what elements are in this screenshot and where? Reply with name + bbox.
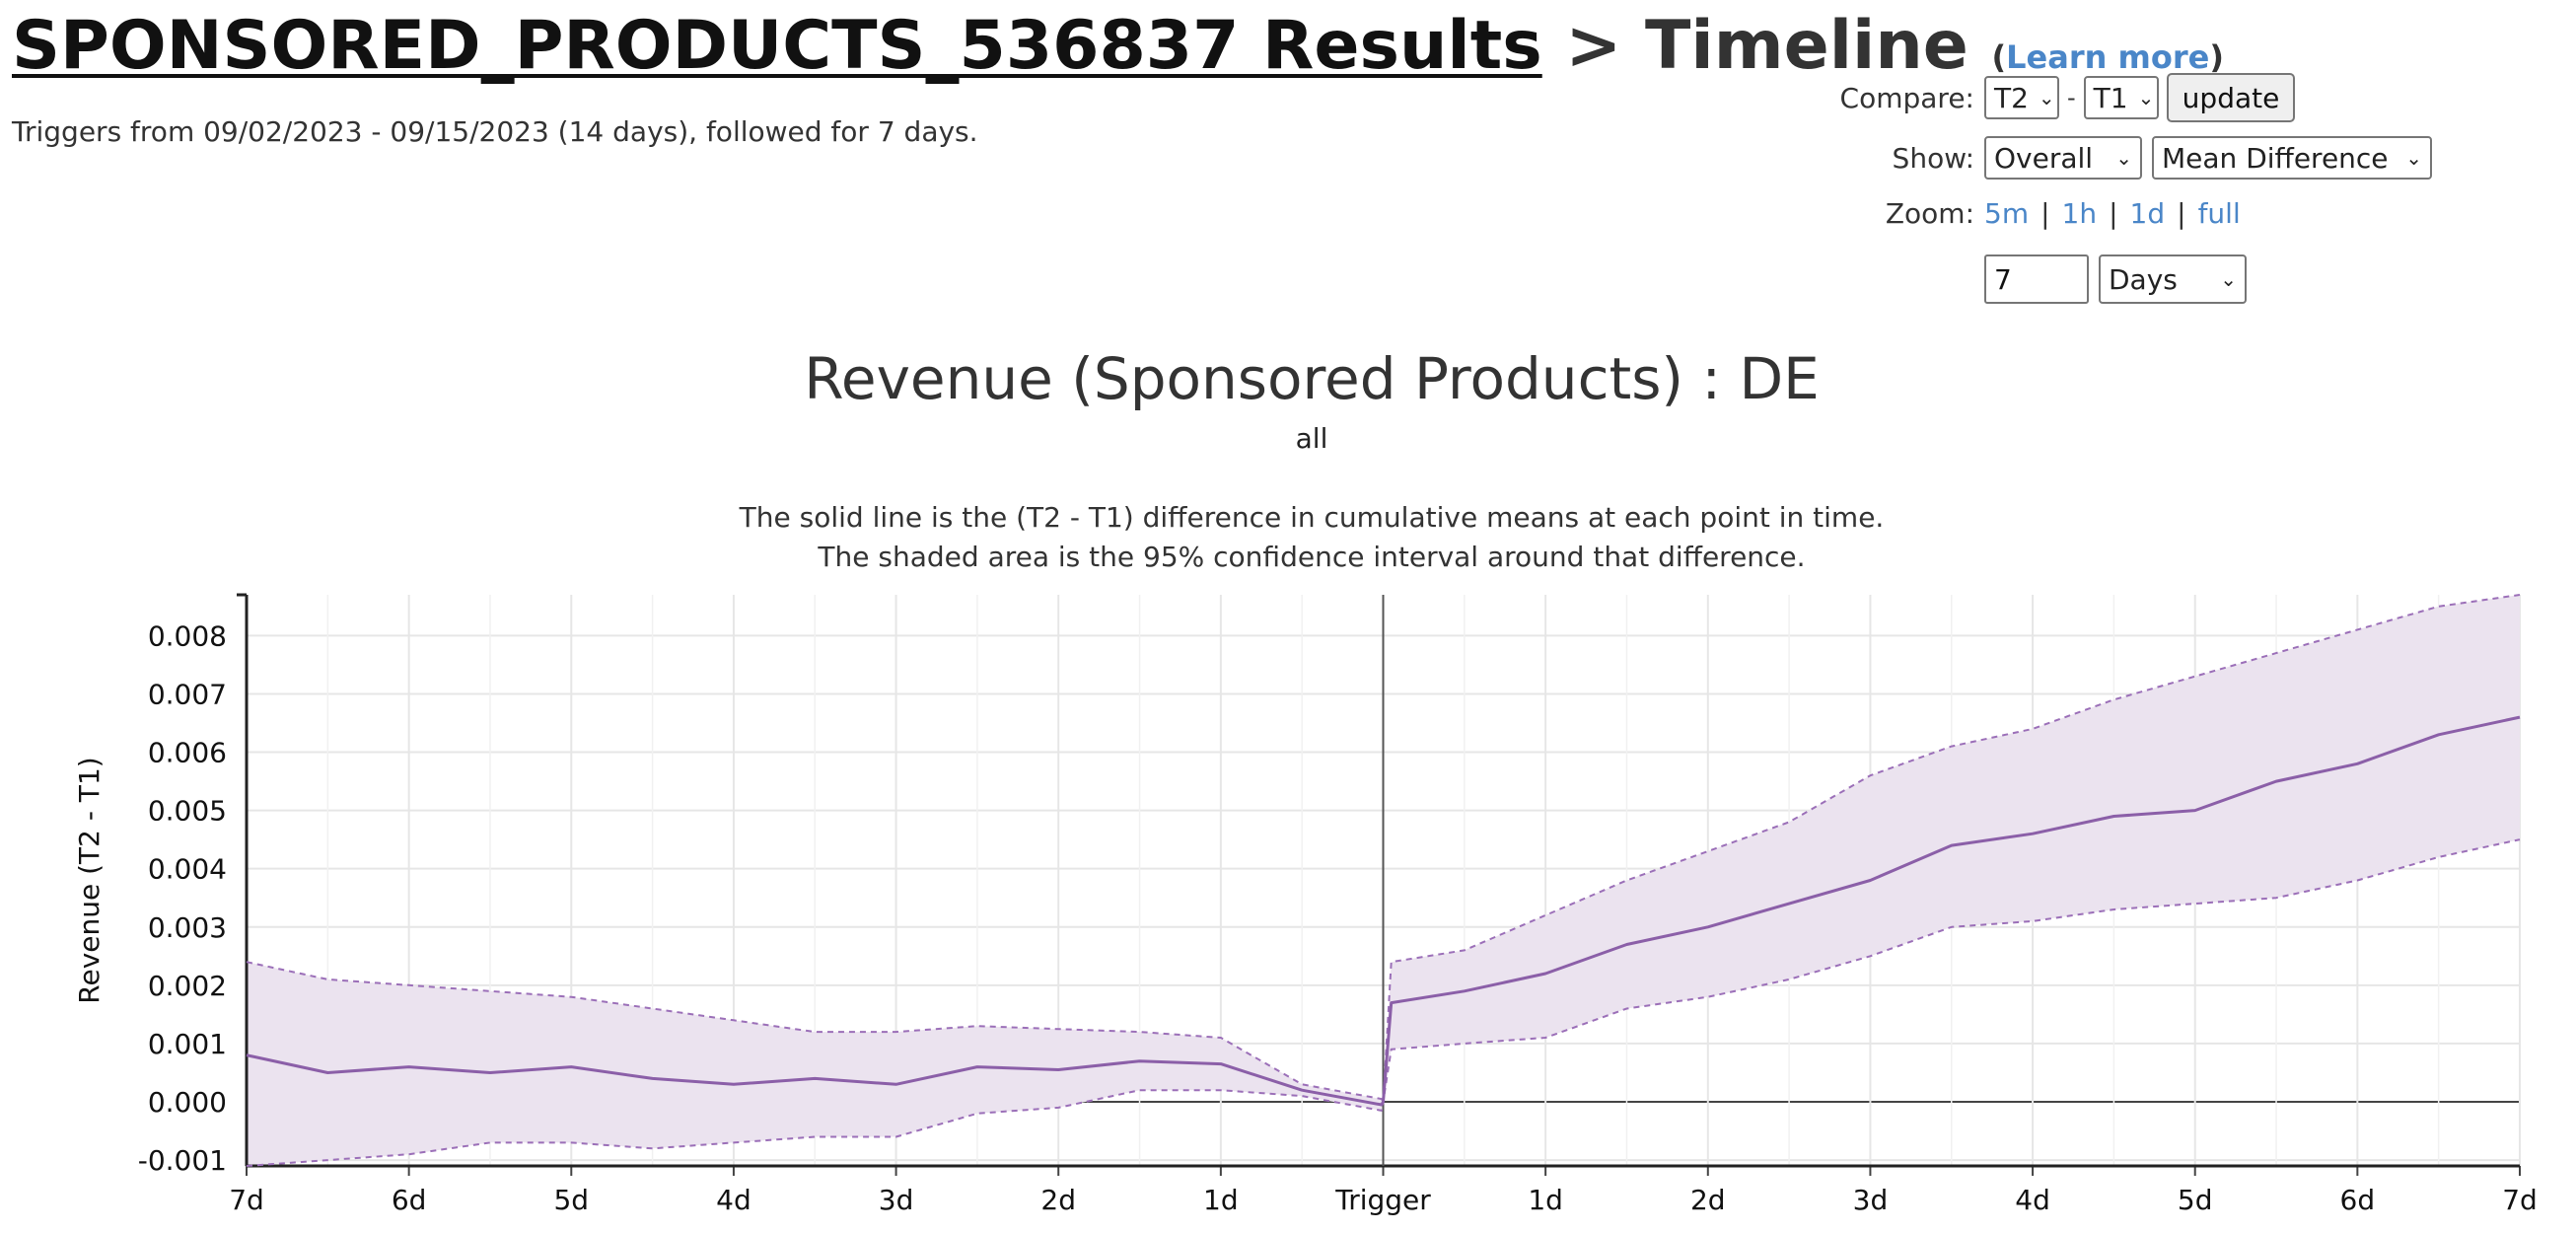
y-tick-label: 0.008 xyxy=(148,619,227,652)
learn-more-link[interactable]: Learn more xyxy=(2006,38,2210,76)
y-tick-label: -0.001 xyxy=(138,1144,227,1177)
y-tick-label: 0.004 xyxy=(148,853,227,886)
mean-line-layer xyxy=(246,594,2521,1167)
zoom-1d-link[interactable]: 1d xyxy=(2129,197,2166,230)
show-scope-select[interactable]: Overall ⌄ xyxy=(1984,136,2142,180)
chevron-down-icon: ⌄ xyxy=(2137,86,2155,109)
page-header: SPONSORED_PRODUCTS_536837 Results > Time… xyxy=(12,6,2224,148)
zoom-separator: | xyxy=(2177,197,2186,230)
chevron-down-icon: ⌄ xyxy=(2038,86,2055,109)
compare-label: Compare: xyxy=(1839,81,1974,114)
x-tick-label: 3d xyxy=(879,1184,914,1216)
y-axis-label: Revenue (T2 - T1) xyxy=(73,757,106,1003)
x-tick-label: 6d xyxy=(2340,1184,2376,1216)
zoom-separator: | xyxy=(2040,197,2050,230)
confidence-band-layer xyxy=(247,595,2520,1166)
zoom-5m-link[interactable]: 5m xyxy=(1984,197,2030,230)
compare-a-select[interactable]: T2 ⌄ xyxy=(1984,76,2059,119)
description-line-1: The solid line is the (T2 - T1) differen… xyxy=(739,501,1885,534)
y-tick-label: 0.000 xyxy=(148,1086,227,1119)
y-tick-label: 0.003 xyxy=(148,911,227,944)
range-unit-select[interactable]: Days ⌄ xyxy=(2099,254,2247,304)
zoom-row: Zoom: 5m | 1h | 1d | full xyxy=(1834,197,2241,230)
x-tick-label: 3d xyxy=(1853,1184,1889,1216)
show-label: Show: xyxy=(1892,141,1974,175)
x-tick-label: 7d xyxy=(229,1184,264,1216)
x-tick-label: 5d xyxy=(2178,1184,2213,1216)
x-tick-label: 2d xyxy=(1040,1184,1076,1216)
compare-b-value: T1 xyxy=(2093,81,2128,114)
compare-dash: - xyxy=(2067,84,2076,111)
compare-b-select[interactable]: T1 ⌄ xyxy=(2083,76,2159,119)
learn-open-paren: ( xyxy=(1991,38,2007,76)
trigger-summary: Triggers from 09/02/2023 - 09/15/2023 (1… xyxy=(12,115,978,148)
page-title: SPONSORED_PRODUCTS_536837 Results > Time… xyxy=(12,6,2224,104)
show-metric-value: Mean Difference xyxy=(2162,141,2389,175)
learn-close-paren: ) xyxy=(2209,38,2224,76)
chart-title: Revenue (Sponsored Products) : DE xyxy=(804,345,1820,412)
range-unit-value: Days xyxy=(2109,262,2178,296)
y-tick-label: 0.002 xyxy=(148,970,227,1002)
chart-subtitle: all xyxy=(1295,422,1328,455)
show-row: Show: Overall ⌄ Mean Difference ⌄ xyxy=(1834,136,2432,180)
results-title-link[interactable]: SPONSORED_PRODUCTS_536837 Results xyxy=(12,7,1542,85)
range-row: 7 Days ⌄ xyxy=(1984,254,2247,304)
chevron-down-icon: ⌄ xyxy=(2220,267,2237,291)
zoom-separator: | xyxy=(2109,197,2118,230)
mean-difference-line xyxy=(246,715,2521,1107)
y-tick-label: 0.001 xyxy=(148,1028,227,1060)
compare-a-value: T2 xyxy=(1994,81,2029,114)
range-value-input[interactable]: 7 xyxy=(1984,254,2089,304)
x-tick-label: Trigger xyxy=(1334,1184,1431,1216)
x-tick-label: 4d xyxy=(716,1184,751,1216)
zoom-label: Zoom: xyxy=(1885,197,1974,230)
x-tick-label: 5d xyxy=(553,1184,589,1216)
x-tick-label: 6d xyxy=(392,1184,427,1216)
x-tick-label: 2d xyxy=(1690,1184,1726,1216)
chart-description: The solid line is the (T2 - T1) differen… xyxy=(0,498,2576,577)
confidence-band xyxy=(247,595,2520,1166)
x-tick-label: 7d xyxy=(2502,1184,2538,1216)
y-tick-label: 0.007 xyxy=(148,678,227,710)
timeline-title: > Timeline xyxy=(1541,7,1992,85)
zoom-full-link[interactable]: full xyxy=(2197,197,2241,230)
update-button[interactable]: update xyxy=(2166,73,2296,122)
y-tick-label: 0.005 xyxy=(148,795,227,828)
y-tick-label: 0.006 xyxy=(148,737,227,769)
show-metric-select[interactable]: Mean Difference ⌄ xyxy=(2152,136,2432,180)
learn-more-wrapper: (Learn more) xyxy=(1992,38,2224,76)
zoom-1h-link[interactable]: 1h xyxy=(2061,197,2098,230)
description-line-2: The shaded area is the 95% confidence in… xyxy=(818,541,1806,573)
x-tick-label: 4d xyxy=(2015,1184,2050,1216)
axis-layer xyxy=(237,593,2521,1176)
tick-label-layer: -0.001 0.000 0.001 0.002 0.003 0.004 0.005 0.00… xyxy=(138,619,2538,1216)
chevron-down-icon: ⌄ xyxy=(2115,146,2132,170)
chevron-down-icon: ⌄ xyxy=(2405,146,2422,170)
x-tick-label: 1d xyxy=(1203,1184,1239,1216)
x-tick-label: 1d xyxy=(1528,1184,1563,1216)
compare-row: Compare: T2 ⌄ - T1 ⌄ update xyxy=(1834,73,2296,122)
show-scope-value: Overall xyxy=(1994,141,2094,175)
